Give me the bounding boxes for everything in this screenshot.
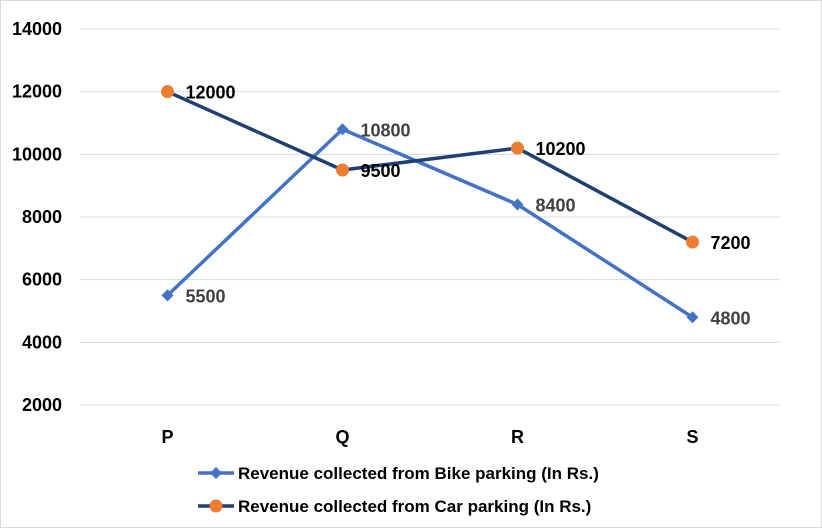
y-tick-label: 6000: [22, 270, 62, 290]
x-tick-label: P: [161, 427, 173, 447]
legend-marker: [210, 467, 222, 479]
series-lines: [166, 90, 694, 319]
data-point-marker: [161, 85, 174, 99]
data-labels: 5500 10800 8400 4800 12000 9500 10200 7200: [186, 83, 751, 329]
data-label: 10800: [361, 120, 411, 140]
data-label: 8400: [536, 195, 576, 215]
series-line: [166, 127, 694, 319]
gridlines: [80, 28, 780, 406]
legend: Revenue collected from Bike parking (In …: [198, 464, 599, 516]
data-label: 4800: [711, 308, 751, 328]
x-tick-label: Q: [335, 427, 349, 447]
data-label: 12000: [186, 83, 236, 103]
data-label: 5500: [186, 286, 226, 306]
x-axis-tick-labels: P Q R S: [161, 427, 698, 447]
legend-label: Revenue collected from Car parking (In R…: [238, 497, 591, 516]
data-point-marker: [511, 198, 524, 211]
series-line: [166, 90, 694, 244]
data-label: 9500: [361, 161, 401, 181]
y-tick-label: 4000: [22, 332, 62, 352]
y-axis-tick-labels: 2000 4000 6000 8000 10000 12000 14000: [12, 19, 62, 415]
data-point-marker: [686, 311, 699, 324]
y-tick-label: 14000: [12, 19, 62, 39]
data-point-marker: [686, 235, 699, 249]
data-point-marker: [161, 289, 174, 302]
data-label: 7200: [711, 233, 751, 253]
y-tick-label: 2000: [22, 395, 62, 415]
data-label: 10200: [536, 139, 586, 159]
data-point-marker: [336, 163, 349, 177]
legend-label: Revenue collected from Bike parking (In …: [238, 464, 599, 483]
y-tick-label: 10000: [12, 144, 62, 164]
legend-marker: [209, 499, 223, 513]
x-tick-label: S: [686, 427, 698, 447]
data-point-marker: [511, 141, 524, 155]
x-tick-label: R: [511, 427, 524, 447]
y-tick-label: 12000: [12, 82, 62, 102]
y-tick-label: 8000: [22, 207, 62, 227]
data-point-marker: [336, 123, 349, 136]
series-markers: [161, 85, 699, 324]
